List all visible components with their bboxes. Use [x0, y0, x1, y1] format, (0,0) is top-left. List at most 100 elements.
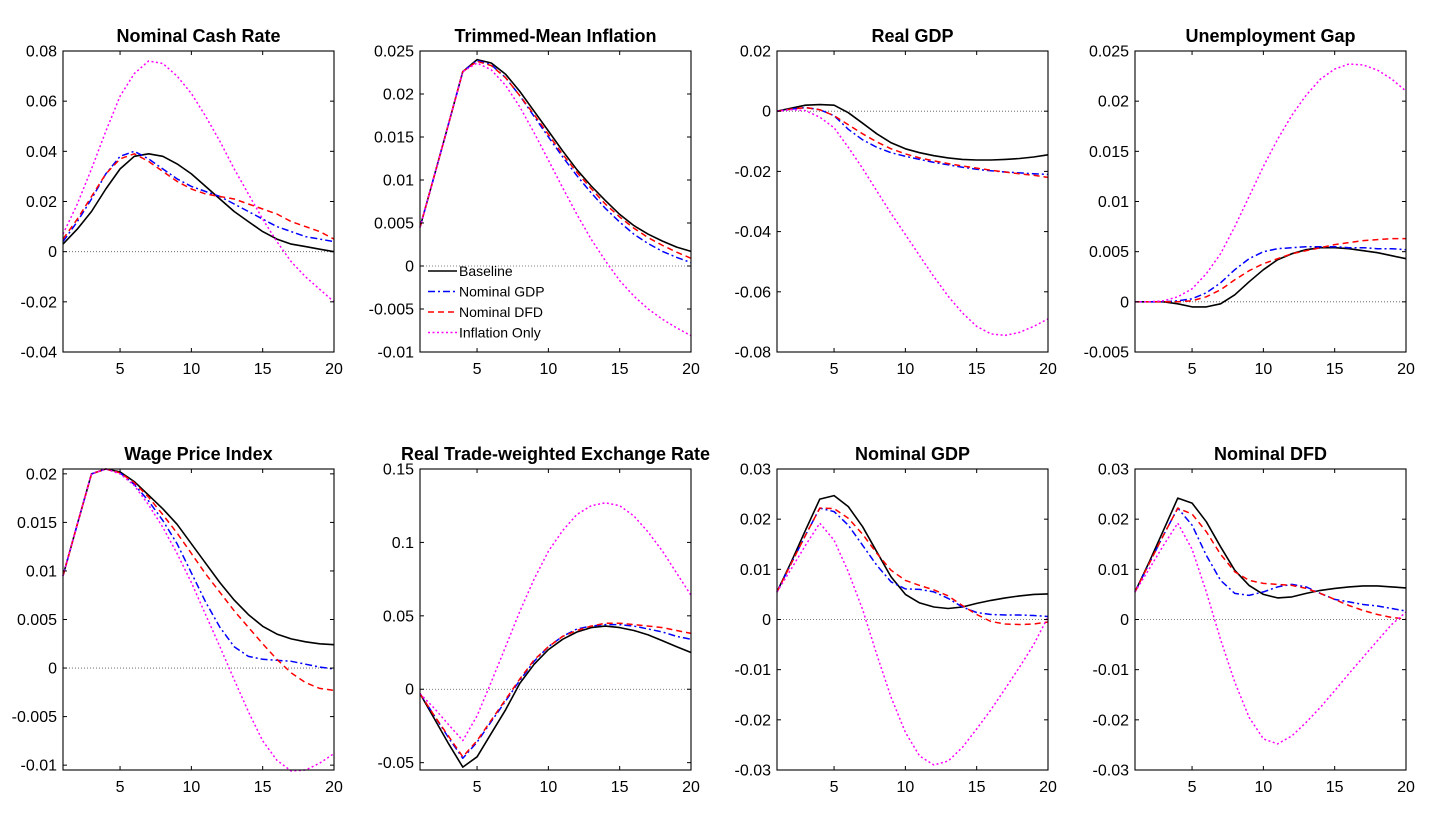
y-tick-label: 0.015 — [1089, 144, 1129, 161]
panel-2: Trimmed-Mean Inflation -0.01 -0.005 0 0.005 0… — [369, 26, 700, 378]
series-line-nominal-dfd — [419, 622, 692, 758]
panel-title: Nominal DFD — [1214, 444, 1327, 464]
x-tick-label: 5 — [1188, 779, 1197, 796]
x-tick-label: 5 — [473, 361, 482, 378]
y-tick-label: 0.01 — [1098, 562, 1129, 579]
x-tick-label: 5 — [473, 779, 482, 796]
y-tick-label: -0.03 — [1093, 763, 1130, 780]
y-tick-label: 0 — [405, 259, 414, 276]
panel-title: Nominal Cash Rate — [116, 26, 280, 46]
y-tick-label: -0.005 — [1084, 345, 1129, 362]
x-tick-label: 5 — [1188, 361, 1197, 378]
y-tick-label: -0.04 — [21, 345, 58, 362]
plot-frame — [419, 468, 692, 771]
y-tick-label: 0.03 — [740, 462, 771, 479]
x-tick-label: 10 — [896, 779, 914, 796]
plot-frame — [62, 50, 335, 353]
y-tick-label: -0.03 — [735, 763, 772, 780]
y-tick-label: 0 — [762, 612, 771, 629]
x-tick-label: 15 — [611, 361, 629, 378]
series-line-baseline — [62, 468, 335, 646]
y-tick-label: 0.025 — [374, 44, 414, 61]
y-tick-label: 0 — [762, 104, 771, 121]
series-line-nominal-dfd — [62, 468, 335, 692]
y-tick-label: -0.02 — [21, 294, 58, 311]
y-tick-label: 0 — [1120, 294, 1129, 311]
legend: Baseline Nominal GDP Nominal DFD Inflation … — [428, 263, 545, 341]
y-tick-label: -0.01 — [378, 345, 415, 362]
series-line-inflation-only — [776, 108, 1049, 337]
y-tick-label: -0.02 — [1093, 712, 1130, 729]
y-tick-label: 0.005 — [374, 216, 414, 233]
x-tick-label: 15 — [254, 779, 272, 796]
panel-7: Nominal GDP -0.03 -0.02 -0.01 0 0.01 0.02 0.03 5… — [735, 444, 1057, 796]
series-line-nominal-gdp — [419, 59, 692, 264]
y-tick-label: 0.01 — [740, 562, 771, 579]
x-tick-label: 10 — [182, 779, 200, 796]
y-tick-label: -0.08 — [735, 345, 772, 362]
x-tick-label: 5 — [116, 779, 125, 796]
y-tick-label: 0 — [48, 244, 57, 261]
y-tick-label: 0.03 — [1098, 462, 1129, 479]
series-line-inflation-only — [62, 468, 335, 772]
panel-5: Wage Price Index -0.01 -0.005 0 0.005 0.01 0.0… — [12, 444, 343, 796]
series-line-baseline — [419, 58, 692, 253]
x-tick-label: 5 — [830, 779, 839, 796]
y-tick-label: -0.005 — [12, 709, 57, 726]
y-tick-label: 0.02 — [1098, 94, 1129, 111]
series-line-inflation-only — [1135, 63, 1407, 303]
x-tick-label: 15 — [254, 361, 272, 378]
x-tick-label: 20 — [1039, 361, 1057, 378]
x-tick-label: 15 — [1326, 361, 1344, 378]
y-tick-label: -0.04 — [735, 224, 772, 241]
x-tick-label: 20 — [325, 361, 343, 378]
panel-title: Wage Price Index — [124, 444, 272, 464]
series-line-nominal-gdp — [776, 106, 1049, 176]
x-tick-label: 20 — [1397, 779, 1415, 796]
y-tick-label: -0.005 — [369, 302, 414, 319]
y-tick-label: 0.05 — [383, 608, 414, 625]
y-tick-label: -0.01 — [21, 758, 58, 775]
series-line-baseline — [1134, 497, 1407, 599]
series-line-baseline — [776, 103, 1049, 161]
series-line-nominal-gdp — [62, 150, 335, 243]
y-tick-label: 0.02 — [26, 466, 57, 483]
y-tick-label: 0.15 — [383, 462, 414, 479]
series-line-inflation-only — [62, 60, 335, 303]
panel-title: Real Trade-weighted Exchange Rate — [401, 444, 710, 464]
panel-title: Nominal GDP — [855, 444, 970, 464]
y-tick-label: -0.02 — [735, 164, 772, 181]
x-tick-label: 10 — [539, 361, 557, 378]
panel-title: Unemployment Gap — [1185, 26, 1355, 46]
y-tick-label: -0.06 — [735, 284, 772, 301]
x-tick-label: 10 — [539, 779, 557, 796]
y-tick-label: 0 — [48, 661, 57, 678]
y-tick-label: 0.015 — [374, 130, 414, 147]
plot-frame — [776, 50, 1049, 353]
panel-1: Nominal Cash Rate -0.04 -0.02 0 0.02 0.04 0.06… — [21, 26, 343, 378]
x-tick-label: 10 — [896, 361, 914, 378]
series-line-baseline — [419, 625, 692, 768]
y-tick-label: 0.08 — [26, 44, 57, 61]
legend-label: Baseline — [459, 263, 513, 279]
series-line-inflation-only — [776, 522, 1049, 766]
y-tick-label: 0.01 — [1098, 194, 1129, 211]
y-tick-label: 0.01 — [26, 563, 57, 580]
x-tick-label: 20 — [682, 779, 700, 796]
x-tick-label: 10 — [1254, 361, 1272, 378]
y-tick-label: -0.01 — [1093, 662, 1130, 679]
y-tick-label: 0.005 — [17, 612, 57, 629]
series-line-inflation-only — [419, 502, 692, 742]
x-tick-label: 15 — [1326, 779, 1344, 796]
y-tick-label: 0.06 — [26, 94, 57, 111]
panel-8: Nominal DFD -0.03 -0.02 -0.01 0 0.01 0.02 0.03 5… — [1093, 444, 1415, 796]
series-line-baseline — [776, 494, 1049, 610]
series-line-nominal-dfd — [776, 106, 1049, 179]
y-tick-label: 0.02 — [740, 44, 771, 61]
series-line-nominal-dfd — [419, 60, 692, 259]
y-tick-label: 0.1 — [392, 535, 414, 552]
y-tick-label: 0.02 — [1098, 512, 1129, 529]
y-tick-label: 0.02 — [383, 87, 414, 104]
series-line-inflation-only — [419, 62, 692, 337]
